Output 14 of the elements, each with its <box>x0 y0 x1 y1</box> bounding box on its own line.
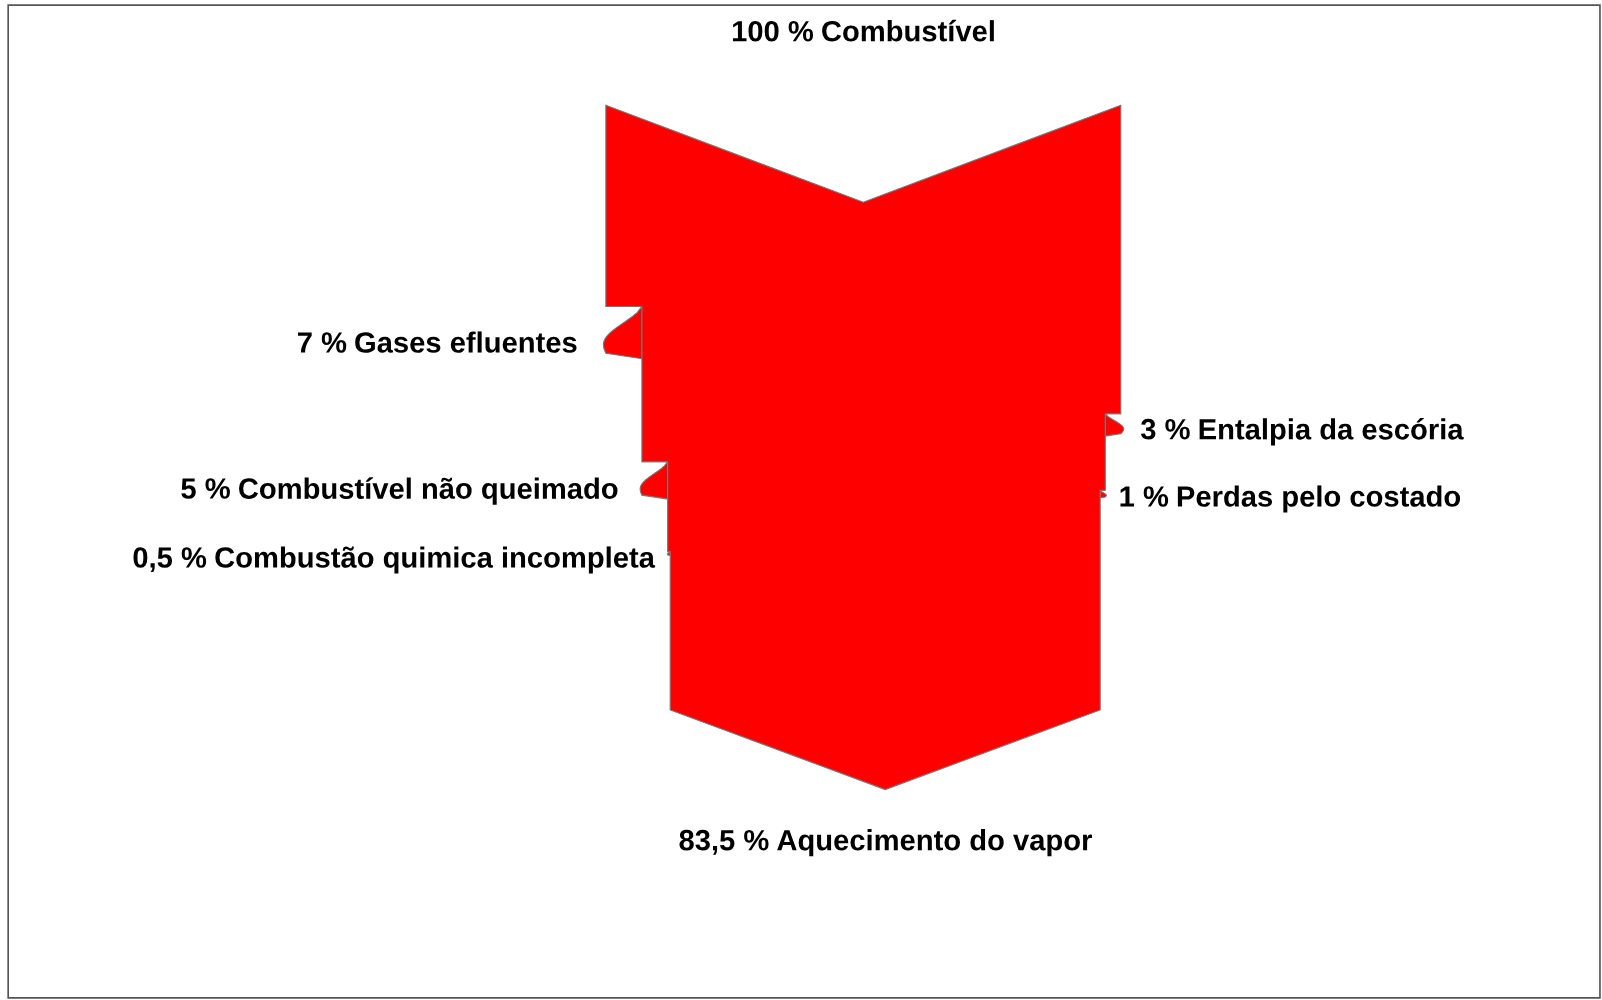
category-label: Perdas pelo costado <box>1177 485 1461 513</box>
data-label: 7 % <box>297 332 347 353</box>
category-label: Combustível não queimado <box>239 477 618 505</box>
data-label: 83,5 % <box>679 829 769 855</box>
data-label: 1 % <box>1120 486 1169 507</box>
data-label: 0,5 % <box>133 547 207 573</box>
data-label: 3 % <box>1140 418 1190 440</box>
category-label: Aquecimento do vapor <box>777 829 1092 857</box>
data-label: 100 % <box>732 20 814 42</box>
category-label: Combustão quimica incompleta <box>215 546 656 574</box>
data-label: 5 % <box>181 478 230 499</box>
category-label: Combustível <box>822 19 994 42</box>
category-label: Entalpia da escória <box>1199 417 1464 446</box>
category-label: Gases efluentes <box>355 331 577 353</box>
